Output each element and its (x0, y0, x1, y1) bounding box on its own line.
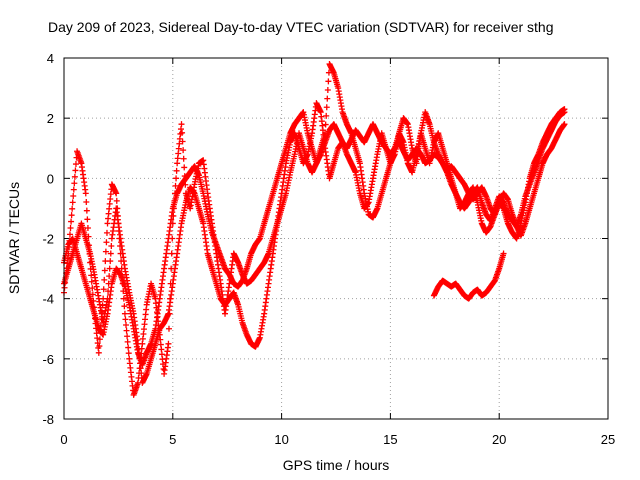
data-point (70, 186, 77, 193)
data-point (89, 285, 96, 292)
data-point (108, 243, 115, 250)
plot-frame (63, 57, 609, 420)
data-point (88, 272, 95, 279)
data-point (561, 121, 568, 128)
y-tick-label: 2 (47, 111, 54, 126)
data-point (324, 86, 331, 93)
data-point (178, 121, 185, 128)
data-point (124, 333, 131, 340)
data-point (122, 316, 129, 323)
data-point (69, 199, 76, 206)
y-tick-label: -6 (42, 352, 54, 367)
data-point (165, 340, 172, 347)
y-tick-label: -8 (42, 412, 54, 427)
data-point (181, 164, 188, 171)
data-point (325, 78, 332, 85)
x-tick-label: 10 (274, 432, 288, 447)
data-point (324, 95, 331, 102)
x-tick-label: 20 (492, 432, 506, 447)
series-trace-3 (61, 61, 568, 386)
data-point (100, 286, 107, 293)
data-point (106, 265, 113, 272)
data-point (96, 343, 103, 350)
data-point (83, 199, 90, 206)
grid (64, 58, 608, 419)
y-tick-label: -4 (42, 292, 54, 307)
data-point (105, 288, 112, 295)
data-point (96, 336, 103, 343)
data-point (84, 224, 91, 231)
data-point (322, 121, 329, 128)
data-point (104, 295, 111, 302)
data-series (61, 61, 568, 398)
x-tick-label: 15 (383, 432, 397, 447)
data-point (83, 207, 90, 214)
data-point (68, 218, 75, 225)
data-point (123, 321, 130, 328)
data-point (165, 325, 172, 332)
data-point (97, 322, 104, 329)
y-tick-label: 0 (47, 171, 54, 186)
data-point (323, 112, 330, 119)
chart-title: Day 209 of 2023, Sidereal Day-to-day VTE… (48, 19, 554, 35)
data-point (70, 193, 77, 200)
data-point (179, 129, 186, 136)
data-point (103, 239, 110, 246)
data-point (103, 229, 110, 236)
data-point (66, 231, 73, 238)
data-point (101, 267, 108, 274)
data-point (82, 190, 89, 197)
data-point (105, 280, 112, 287)
axis-tick-labels: 0 5 10 15 20 25 -8 -6 -4 -2 0 2 4 (42, 51, 615, 447)
data-point (125, 344, 132, 351)
series-trace-2 (61, 109, 568, 368)
data-point (68, 212, 75, 219)
data-point (72, 161, 79, 168)
x-tick-label: 25 (601, 432, 615, 447)
data-point (123, 327, 130, 334)
data-point (72, 167, 79, 174)
data-point (113, 197, 120, 204)
y-axis-title: SDTVAR / TECUs (6, 182, 22, 294)
data-point (168, 250, 175, 257)
data-point (322, 130, 329, 137)
y-tick-label: -2 (42, 232, 54, 247)
data-point (173, 167, 180, 174)
data-point (71, 173, 78, 180)
data-point (107, 250, 114, 257)
data-point (113, 190, 120, 197)
data-point (84, 216, 91, 223)
data-point (121, 303, 128, 310)
data-point (95, 349, 102, 356)
data-point (180, 155, 187, 162)
data-point (172, 182, 179, 189)
x-tick-label: 0 (60, 432, 67, 447)
x-axis-title: GPS time / hours (283, 457, 390, 473)
data-point (67, 224, 74, 231)
data-point (173, 175, 180, 182)
data-point (107, 258, 114, 265)
y-tick-label: 4 (47, 51, 54, 66)
data-point (125, 350, 132, 357)
data-point (121, 310, 128, 317)
data-point (71, 180, 78, 187)
data-point (561, 109, 568, 116)
data-point (106, 273, 113, 280)
data-point (120, 295, 127, 302)
data-point (88, 278, 95, 285)
series-trace-4 (430, 250, 507, 302)
data-point (180, 147, 187, 154)
data-point (179, 138, 186, 145)
data-point (124, 338, 131, 345)
data-point (323, 104, 330, 111)
data-point (102, 248, 109, 255)
data-point (69, 205, 76, 212)
data-point (101, 276, 108, 283)
data-point (500, 250, 507, 257)
x-tick-label: 5 (169, 432, 176, 447)
